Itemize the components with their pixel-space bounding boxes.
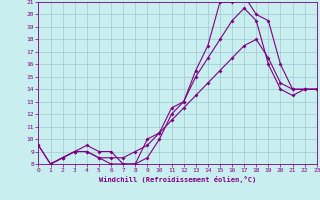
- X-axis label: Windchill (Refroidissement éolien,°C): Windchill (Refroidissement éolien,°C): [99, 176, 256, 183]
